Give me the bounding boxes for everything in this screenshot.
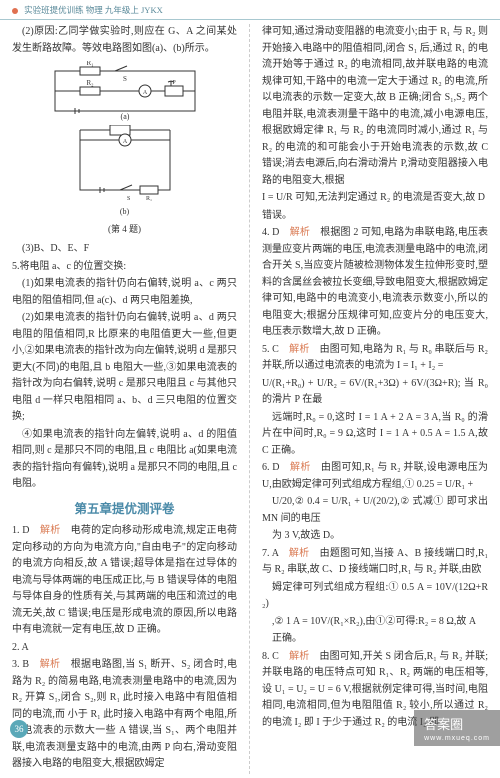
q3: 3. B 解析 根据电路图,当 S₁ 断开、S₂ 闭合时,电路为 R₂ 的简易电… xyxy=(12,657,237,773)
q5: 5. C 解析 由图可知,电路为 R₁ 与 R₀ 串联后与 R₂ 并联,所以通过… xyxy=(262,342,488,375)
q6: 6. D 解析 由图可知,R₁ 与 R₂ 并联,设电源电压为 U,由欧姆定律可列… xyxy=(262,460,488,493)
svg-text:S: S xyxy=(123,75,127,83)
circuit-b: P A S R₁ (b) xyxy=(12,125,237,218)
watermark-main: 答案圈 xyxy=(424,717,463,732)
right-column: 律可知,通过滑动变阻器的电流变小;由于 R₁ 与 R₂ 则开始接入电路中的阻值相… xyxy=(250,24,500,774)
q6-key: 解析 xyxy=(290,462,311,473)
l-p4a: (1)如果电流表的指针仍向右偏转,说明 a、c 两只电阻的阻值相同,但 a(c)… xyxy=(12,276,237,309)
circuit-b-label: (b) xyxy=(12,205,237,218)
r-p6b: 为 3 V,故选 D。 xyxy=(262,528,488,545)
q6-num: 6. D xyxy=(262,462,290,473)
r-formula3: U/20,② 0.4 = U/R₁ + U/(20/2),② 式减① 即可求出 … xyxy=(262,494,488,527)
q2: 2. A xyxy=(12,640,237,657)
svg-text:P: P xyxy=(172,80,176,86)
q1-text: 电荷的定向移动形成电流,规定正电荷定向移动的方向为电流方向,"自由电子"的定向移… xyxy=(12,525,237,635)
q4: 4. D 解析 根据图 2 可知,电路为串联电路,电压表测量应变片两端的电压,电… xyxy=(262,225,488,341)
section-title: 第五章提优测评卷 xyxy=(12,499,237,520)
q1-num: 1. D xyxy=(12,525,40,536)
q4-key: 解析 xyxy=(290,227,310,238)
header-dot-icon xyxy=(12,8,18,14)
content-columns: (2)原因:乙同学做实验时,则应在 G、A 之间某处发生断路故障。等效电路图如图… xyxy=(0,20,500,778)
q8-key: 解析 xyxy=(289,651,309,662)
l-p3: (3)B、D、E、F xyxy=(12,241,237,258)
svg-text:R₁: R₁ xyxy=(145,196,151,202)
q4-num: 4. D xyxy=(262,227,290,238)
header-text: 实验班提优训练 物理 九年级上 JYKX xyxy=(24,5,163,15)
r-formula2a: U/(R₁+R₀) + U/R₂ = 6V/(R₁+3Ω) + 6V/(3Ω+R… xyxy=(262,378,458,389)
r-formula4a: 姆定律可列式组成方程组:① 0.5 A = 10V/(12Ω+R₂) xyxy=(262,580,488,613)
q5-key: 解析 xyxy=(289,344,309,355)
watermark: 答案圈 www.mxueq.com xyxy=(414,710,500,746)
r-p1b: 错误。 xyxy=(262,208,488,225)
r-p7b: 正确。 xyxy=(262,631,488,648)
l-p4: 5.将电阻 a、c 的位置交换: xyxy=(12,259,237,276)
q1: 1. D 解析 电荷的定向移动形成电流,规定正电荷定向移动的方向为电流方向,"自… xyxy=(12,523,237,639)
page-header: 实验班提优训练 物理 九年级上 JYKX xyxy=(0,0,500,20)
l-p4b: (2)如果电流表的指针仍向右偏转,说明 a、d 两只电阻的阻值相同,R 比原来的… xyxy=(12,310,237,426)
q8-num: 8. C xyxy=(262,651,289,662)
r-formula1: I = U/R 可知,无法判定通过 R₂ 的电流是否变大,故 D xyxy=(262,190,488,207)
svg-text:S: S xyxy=(127,196,130,202)
q7-num: 7. A xyxy=(262,548,289,559)
circuit-b-svg: P A S R₁ xyxy=(70,125,180,205)
svg-text:(a): (a) xyxy=(120,112,129,121)
q7-key: 解析 xyxy=(289,548,310,559)
circuit-a-svg: R₁ R₂ S A P (a) xyxy=(45,61,205,121)
q3-text: 根据电路图,当 S₁ 断开、S₂ 闭合时,电路为 R₂ 的简易电路,电流表测量电… xyxy=(12,659,237,769)
r-formula2: U/(R₁+R₀) + U/R₂ = 6V/(R₁+3Ω) + 6V/(3Ω+R… xyxy=(262,376,488,409)
r-p1: 律可知,通过滑动变阻器的电流变小;由于 R₁ 与 R₂ 则开始接入电路中的阻值相… xyxy=(262,24,488,189)
page-number: 36 xyxy=(10,720,28,738)
svg-text:R₁: R₁ xyxy=(86,61,93,67)
q3-num: 3. B xyxy=(12,659,40,670)
r-formula4b: ,② 1 A = 10V/(R₁×R₂),由①②可得:R₂ = 8 Ω,故 A xyxy=(262,614,488,631)
r-p5b: 远端时,R₀ = 0,这时 I = 1 A + 2 A = 3 A,当 R₀ 的… xyxy=(262,410,488,460)
q3-key: 解析 xyxy=(40,659,61,670)
q4-text: 根据图 2 可知,电路为串联电路,电压表测量应变片两端的电压,电流表测量电路中的… xyxy=(262,227,488,337)
circuit-a: R₁ R₂ S A P (a) xyxy=(12,61,237,121)
left-column: (2)原因:乙同学做实验时,则应在 G、A 之间某处发生断路故障。等效电路图如图… xyxy=(0,24,250,774)
l-p4c: ④如果电流表的指针向左偏转,说明 a、d 的阻值相同,则 c 是那只不同的电阻,… xyxy=(12,427,237,493)
q5-num: 5. C xyxy=(262,344,289,355)
q1-key: 解析 xyxy=(40,525,60,536)
q7: 7. A 解析 由题图可知,当接 A、B 接线端口时,R₁ 与 R₂ 串联,故 … xyxy=(262,546,488,579)
l-p1: (2)原因:乙同学做实验时,则应在 G、A 之间某处发生断路故障。等效电路图如图… xyxy=(12,24,237,57)
figure-caption: (第 4 题) xyxy=(12,222,237,237)
svg-text:A: A xyxy=(142,90,147,96)
svg-text:R₂: R₂ xyxy=(86,79,94,87)
svg-text:A: A xyxy=(122,139,127,145)
watermark-sub: www.mxueq.com xyxy=(424,735,490,742)
